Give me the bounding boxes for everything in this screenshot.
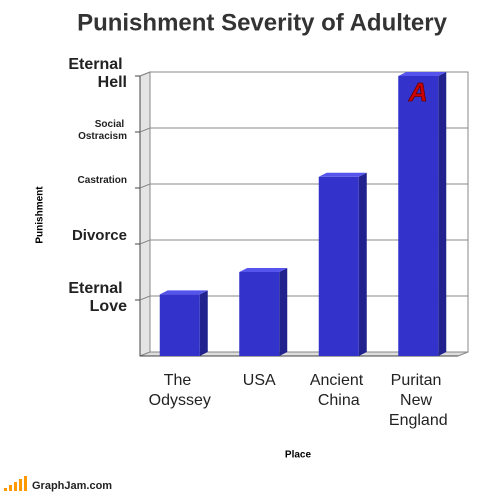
y-tick-label: Social Ostracism [78,119,127,142]
y-tick-label: Eternal Love [68,280,127,315]
side-wall [139,71,151,357]
chart-title: Punishment Severity of Adultery [77,9,448,36]
bar-side [279,268,288,356]
x-tick-label: Ancient China [310,372,368,409]
x-axis-title: Place [285,450,312,461]
bar-top [398,72,447,76]
y-tick-label: Eternal Hell [68,56,127,91]
x-tick-label: USA [243,372,276,389]
bar-top [239,268,288,272]
x-tick-label: Puritan New England [389,372,448,429]
grid-line [139,71,468,77]
bar-front [159,294,200,356]
y-tick-label: Castration [78,175,127,186]
bar-front [318,176,359,356]
y-tick-label: Divorce [72,227,127,244]
bar-side [438,72,447,356]
bar-front [398,76,439,356]
bar [239,268,288,356]
bar-top [318,172,367,177]
grid-line [139,127,468,133]
bar-front [239,272,280,356]
bar [398,72,447,356]
bar-side [358,172,367,356]
bar-side [199,290,208,356]
bar [318,172,367,356]
bar [159,290,208,356]
footer: GraphJam.com [32,480,112,492]
logo [4,476,27,491]
x-tick-label: The Odyssey [149,372,211,409]
y-axis-title: Punishment [35,186,46,244]
annotation: A [408,77,428,107]
bar-top [159,290,208,295]
